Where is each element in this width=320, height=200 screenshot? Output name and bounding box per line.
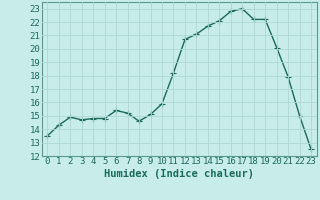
X-axis label: Humidex (Indice chaleur): Humidex (Indice chaleur) xyxy=(104,169,254,179)
